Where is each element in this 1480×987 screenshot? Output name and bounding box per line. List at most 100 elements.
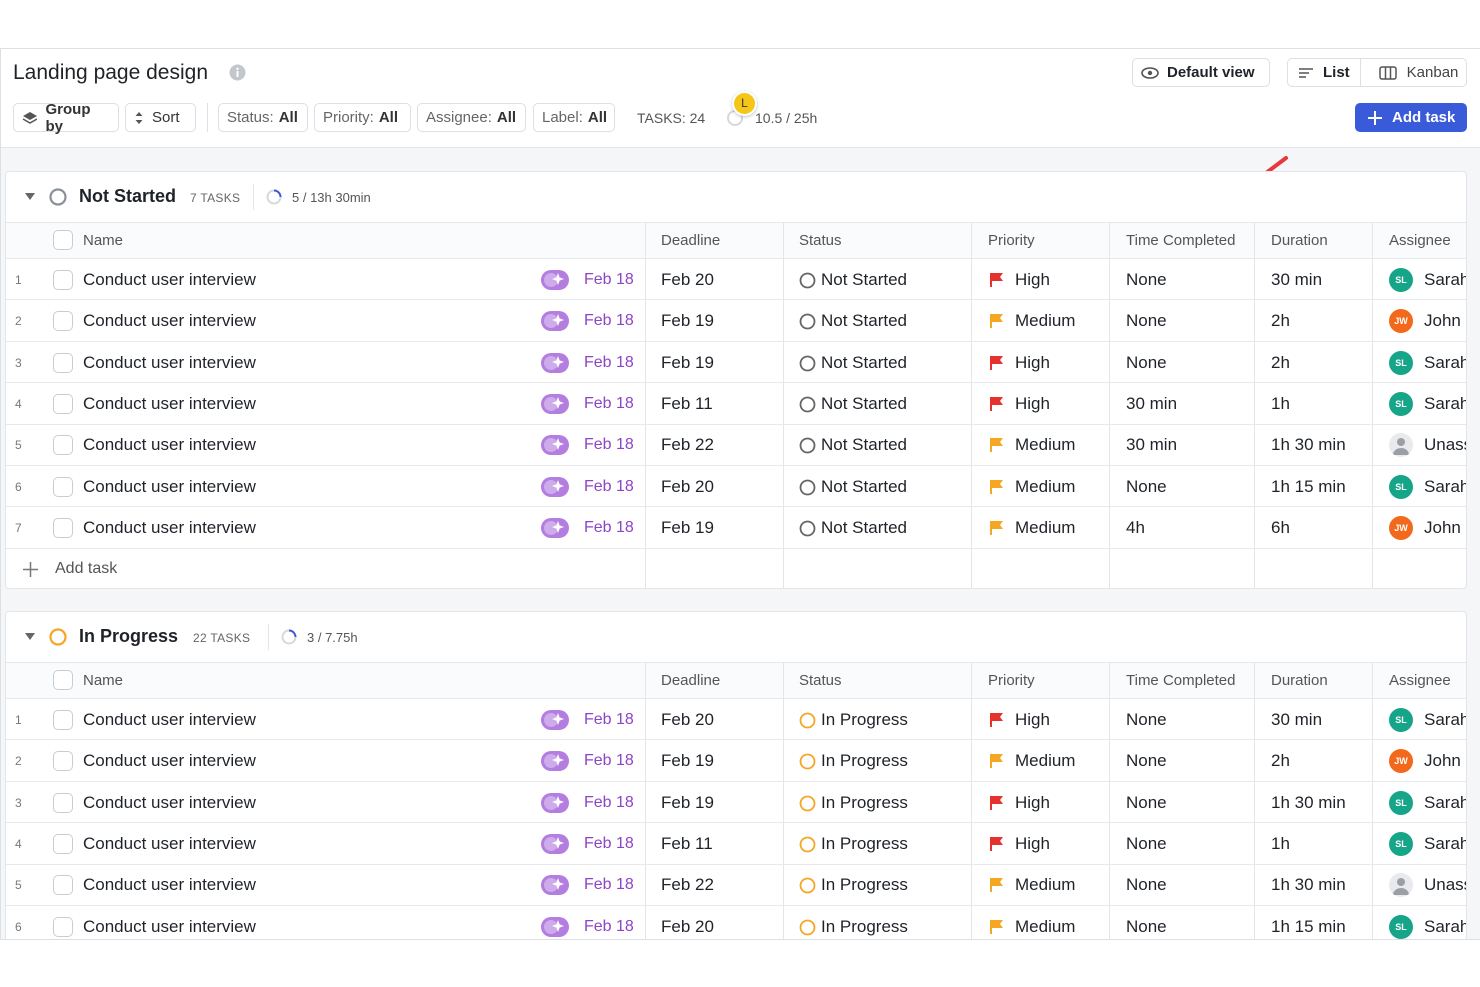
priority-flag bbox=[990, 314, 1003, 329]
filter-value: All bbox=[278, 109, 298, 126]
sort-button[interactable]: Sort bbox=[125, 103, 196, 132]
status: Not Started bbox=[821, 435, 907, 455]
ai-icon bbox=[541, 476, 569, 497]
row-checkbox[interactable] bbox=[53, 833, 73, 854]
ai-icon bbox=[541, 792, 569, 813]
duration: 6h bbox=[1271, 518, 1290, 538]
filter-button[interactable]: Priority: All bbox=[314, 103, 411, 132]
row-number: 1 bbox=[15, 272, 22, 287]
status-icon bbox=[799, 753, 816, 770]
deadline: Feb 22 bbox=[661, 875, 714, 895]
time-completed: 30 min bbox=[1126, 435, 1178, 455]
row-checkbox[interactable] bbox=[53, 518, 73, 539]
filter-label: Priority: bbox=[323, 109, 374, 126]
status-icon bbox=[799, 520, 816, 537]
row-divider bbox=[6, 299, 1466, 301]
task-name: Conduct user interview bbox=[83, 875, 256, 895]
add-task-label: Add task bbox=[1392, 109, 1456, 126]
row-divider bbox=[6, 547, 1466, 549]
status-icon bbox=[799, 795, 816, 811]
list-tab[interactable]: List bbox=[1288, 59, 1361, 86]
row-checkbox[interactable] bbox=[53, 751, 73, 772]
status-icon bbox=[799, 313, 816, 330]
row-checkbox[interactable] bbox=[53, 435, 73, 456]
column-header: Assignee bbox=[1389, 232, 1451, 249]
time-completed: None bbox=[1126, 311, 1167, 331]
assignee-avatar: SL bbox=[1389, 790, 1413, 815]
user-avatar[interactable]: L bbox=[732, 91, 757, 116]
separator bbox=[268, 624, 269, 650]
group-by-button[interactable]: Group by bbox=[13, 100, 119, 135]
group-by-label: Group by bbox=[45, 100, 91, 135]
priority: Medium bbox=[1015, 311, 1076, 331]
column-header: Priority bbox=[988, 672, 1035, 689]
start-date: Feb 18 bbox=[584, 917, 634, 935]
column-header: Status bbox=[799, 232, 842, 249]
row-number: 5 bbox=[15, 878, 22, 893]
duration: 1h 15 min bbox=[1271, 916, 1346, 936]
deadline: Feb 20 bbox=[661, 916, 714, 936]
filter-button[interactable]: Label: All bbox=[533, 103, 615, 132]
row-divider bbox=[6, 822, 1466, 824]
row-checkbox[interactable] bbox=[53, 875, 73, 896]
assignee-name: Sarah bbox=[1424, 709, 1467, 729]
assignee-name: John bbox=[1424, 751, 1461, 771]
priority-flag bbox=[990, 795, 1003, 810]
column-header: Assignee bbox=[1389, 672, 1451, 689]
assignee-name: John bbox=[1424, 311, 1461, 331]
row-checkbox[interactable] bbox=[53, 311, 73, 332]
row-divider bbox=[6, 506, 1466, 508]
task-name: Conduct user interview bbox=[83, 792, 256, 812]
select-all-checkbox[interactable] bbox=[53, 230, 73, 250]
kanban-icon bbox=[1378, 65, 1397, 80]
row-checkbox[interactable] bbox=[53, 792, 73, 813]
status: In Progress bbox=[821, 709, 908, 729]
task-name: Conduct user interview bbox=[83, 435, 256, 455]
assignee-avatar: SL bbox=[1389, 707, 1413, 732]
filter-button[interactable]: Status: All bbox=[218, 103, 308, 132]
duration: 1h 30 min bbox=[1271, 792, 1346, 812]
row-checkbox[interactable] bbox=[53, 352, 73, 373]
priority: Medium bbox=[1015, 875, 1076, 895]
add-task-row[interactable]: Add task bbox=[55, 559, 118, 577]
group-progress: 3 / 7.75h bbox=[307, 630, 358, 645]
kanban-tab[interactable]: Kanban bbox=[1369, 64, 1469, 81]
column-divider bbox=[783, 222, 784, 588]
row-number: 6 bbox=[15, 479, 22, 494]
layers-icon bbox=[22, 111, 38, 124]
row-checkbox[interactable] bbox=[53, 269, 73, 290]
group-status-icon bbox=[49, 628, 67, 646]
column-divider bbox=[645, 222, 646, 588]
time-completed: None bbox=[1126, 476, 1167, 496]
column-divider bbox=[1372, 662, 1373, 939]
plus-icon bbox=[1368, 110, 1382, 125]
status-icon bbox=[799, 479, 816, 496]
row-checkbox[interactable] bbox=[53, 916, 73, 937]
group-count: 7 TASKS bbox=[190, 191, 241, 205]
row-checkbox[interactable] bbox=[53, 709, 73, 730]
kanban-label: Kanban bbox=[1406, 64, 1459, 81]
filter-value: All bbox=[496, 109, 517, 126]
separator bbox=[207, 103, 208, 132]
default-view-button[interactable]: Default view bbox=[1132, 58, 1270, 87]
time-completed: None bbox=[1126, 751, 1167, 771]
priority-flag bbox=[990, 836, 1003, 851]
assignee-avatar: SL bbox=[1389, 914, 1413, 939]
deadline: Feb 20 bbox=[661, 476, 714, 496]
task-name: Conduct user interview bbox=[83, 269, 256, 289]
row-checkbox[interactable] bbox=[53, 393, 73, 414]
start-date: Feb 18 bbox=[584, 710, 634, 728]
time-completed: None bbox=[1126, 709, 1167, 729]
ai-icon bbox=[541, 875, 569, 896]
start-date: Feb 18 bbox=[584, 312, 634, 330]
filter-button[interactable]: Assignee: All bbox=[417, 103, 526, 132]
assignee-name: John bbox=[1424, 518, 1461, 538]
add-task-button[interactable]: Add task bbox=[1355, 103, 1467, 132]
filter-value: All bbox=[587, 109, 608, 126]
separator bbox=[253, 184, 254, 210]
select-all-checkbox[interactable] bbox=[53, 670, 73, 690]
column-header-bg bbox=[6, 662, 1466, 699]
status: In Progress bbox=[821, 751, 908, 771]
ai-icon bbox=[541, 393, 569, 414]
row-checkbox[interactable] bbox=[53, 476, 73, 497]
